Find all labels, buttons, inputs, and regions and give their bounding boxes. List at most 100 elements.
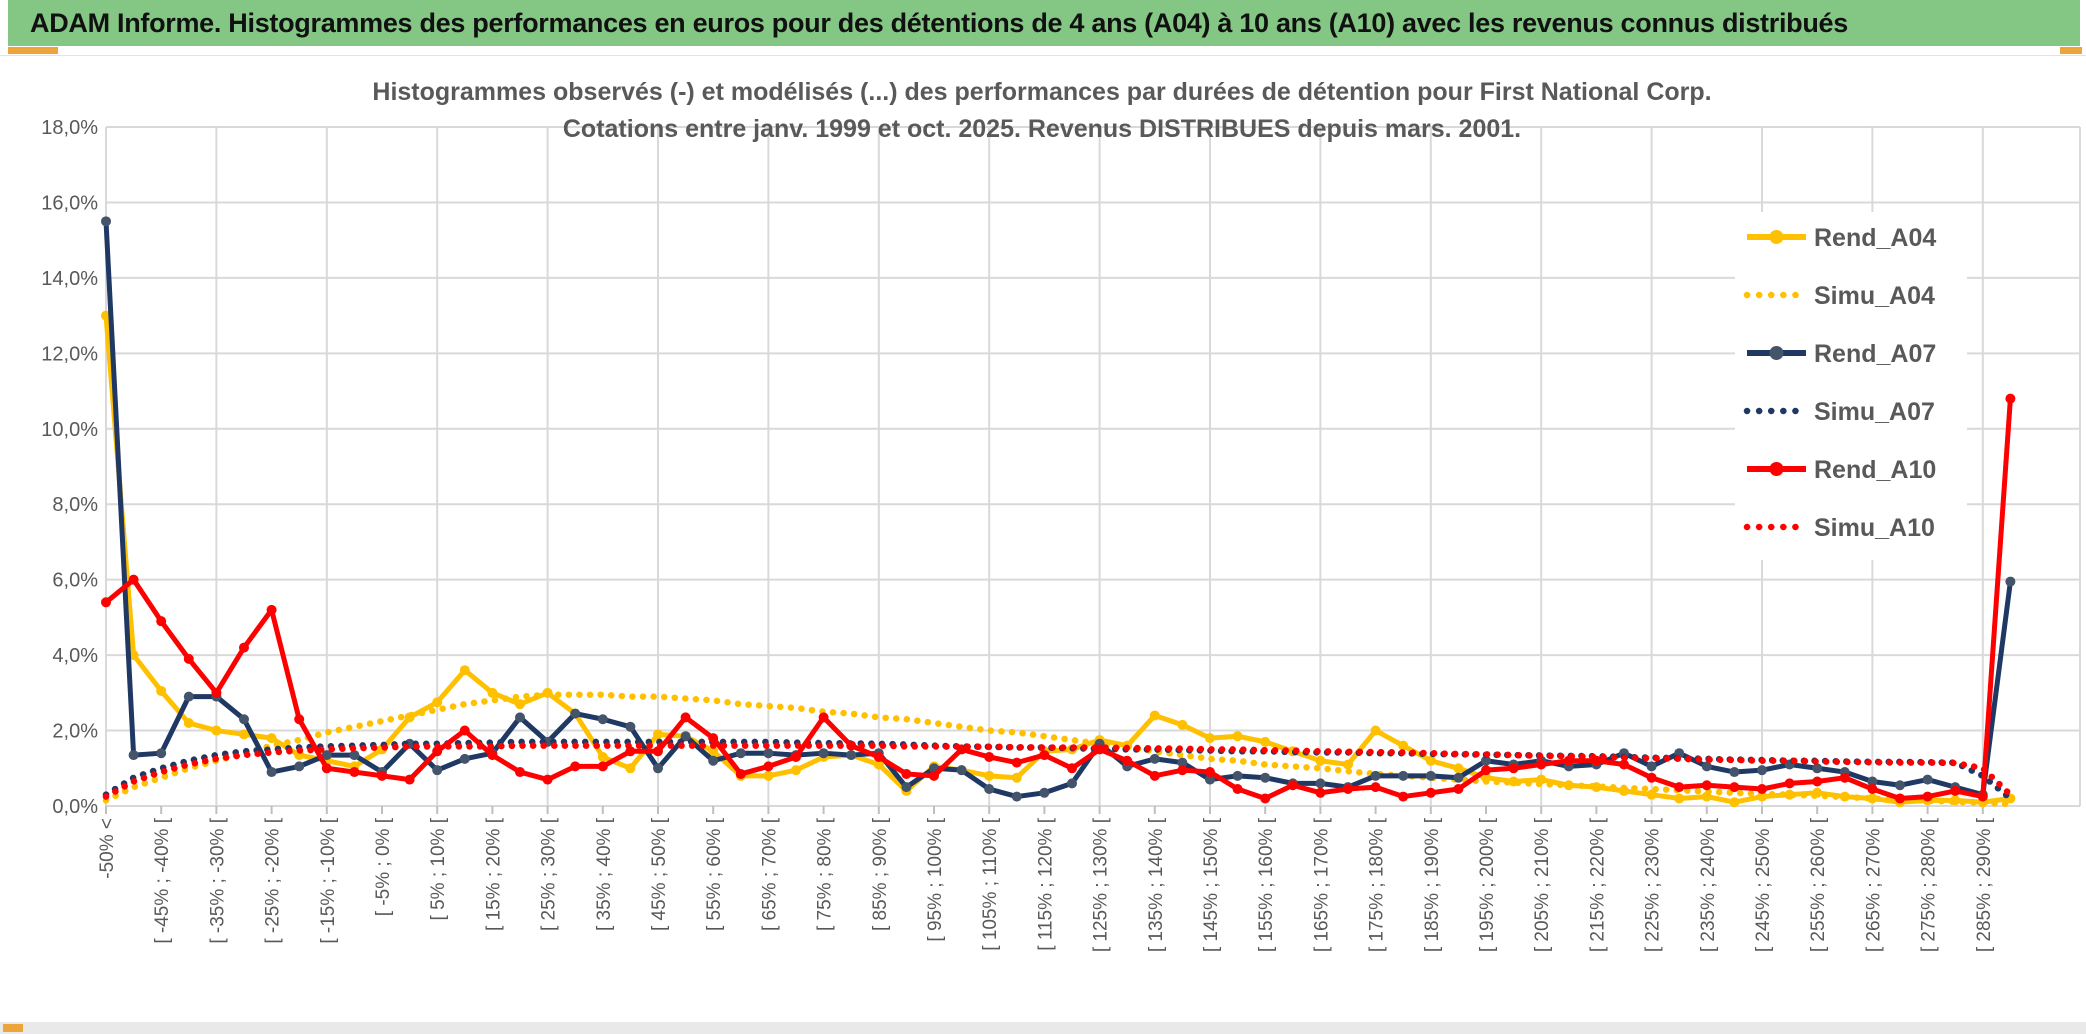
legend-sample-marker-Rend_A04[interactable] xyxy=(1769,230,1784,244)
series-Rend_A07-marker[interactable] xyxy=(653,763,663,774)
series-Rend_A04-marker[interactable] xyxy=(266,733,277,744)
series-Rend_A10-marker[interactable] xyxy=(1205,767,1215,778)
series-Rend_A10-marker[interactable] xyxy=(183,653,194,664)
series-Rend_A10-marker[interactable] xyxy=(763,761,774,772)
series-Rend_A10-marker[interactable] xyxy=(211,687,222,698)
series-Rend_A07-marker[interactable] xyxy=(1757,765,1767,776)
series-Rend_A04-marker[interactable] xyxy=(1011,772,1022,783)
series-Rend_A10-marker[interactable] xyxy=(1757,784,1767,795)
bottom-accent-square[interactable] xyxy=(3,1024,23,1032)
series-Rend_A07-marker[interactable] xyxy=(1867,776,1878,787)
series-Rend_A07-marker[interactable] xyxy=(1232,770,1243,781)
series-Rend_A04-marker[interactable] xyxy=(1370,725,1381,736)
series-Rend_A07-marker[interactable] xyxy=(1895,780,1905,791)
series-Rend_A10-marker[interactable] xyxy=(818,712,829,723)
series-Rend_A07-marker[interactable] xyxy=(1370,770,1381,781)
series-Rend_A07-marker[interactable] xyxy=(818,748,829,759)
series-Rend_A10-marker[interactable] xyxy=(1812,776,1823,787)
series-Rend_A07-marker[interactable] xyxy=(1315,778,1326,789)
series-Rend_A07-marker[interactable] xyxy=(1729,767,1740,778)
series-Rend_A07-marker[interactable] xyxy=(625,721,636,732)
series-Rend_A10-marker[interactable] xyxy=(321,763,332,774)
series-Rend_A07-marker[interactable] xyxy=(1701,761,1712,772)
series-Rend_A10-marker[interactable] xyxy=(156,616,167,627)
series-Rend_A10-marker[interactable] xyxy=(680,712,691,723)
series-Rend_A10-marker[interactable] xyxy=(1315,787,1326,798)
series-Rend_A07-marker[interactable] xyxy=(1425,770,1436,781)
series-Rend_A07-marker[interactable] xyxy=(294,761,305,772)
series-Rend_A10-marker[interactable] xyxy=(1067,763,1077,774)
series-Rend_A04-marker[interactable] xyxy=(459,665,470,676)
series-Rend_A10-marker[interactable] xyxy=(404,774,415,785)
series-Rend_A07-marker[interactable] xyxy=(984,784,995,795)
legend-label-Simu_A07[interactable]: Simu_A07 xyxy=(1814,398,1935,426)
series-Rend_A10-marker[interactable] xyxy=(1646,772,1657,783)
legend-label-Rend_A10[interactable]: Rend_A10 xyxy=(1814,456,1936,484)
series-Rend_A07-marker[interactable] xyxy=(570,708,581,719)
series-Rend_A07-marker[interactable] xyxy=(1177,757,1188,768)
series-Rend_A10-marker[interactable] xyxy=(459,725,470,736)
series-Simu_A07-dotted-line[interactable] xyxy=(102,738,2014,802)
series-Rend_A07-marker[interactable] xyxy=(735,748,746,759)
series-Rend_A10-marker[interactable] xyxy=(1481,765,1491,776)
series-Rend_A04-marker[interactable] xyxy=(597,751,608,762)
series-Rend_A07-marker[interactable] xyxy=(432,765,443,776)
series-Rend_A04-marker[interactable] xyxy=(1729,797,1740,808)
series-Rend_A04-marker[interactable] xyxy=(1867,793,1878,804)
series-Rend_A07-marker[interactable] xyxy=(901,782,912,793)
legend-sample-marker-Rend_A07[interactable] xyxy=(1769,346,1784,360)
series-Rend_A07-marker[interactable] xyxy=(1260,772,1271,783)
series-Rend_A10-marker[interactable] xyxy=(1922,791,1933,802)
series-Rend_A10-marker[interactable] xyxy=(1729,782,1740,793)
series-Rend_A07-marker[interactable] xyxy=(956,765,967,776)
series-Rend_A10-marker[interactable] xyxy=(239,642,249,653)
series-Rend_A10-marker[interactable] xyxy=(708,733,719,744)
series-Rend_A04-marker[interactable] xyxy=(1674,793,1685,804)
series-Rend_A04-marker[interactable] xyxy=(211,725,222,736)
series-Rend_A07-marker[interactable] xyxy=(101,216,111,227)
series-Rend_A04-marker[interactable] xyxy=(1453,763,1464,774)
series-Rend_A07-marker[interactable] xyxy=(2005,576,2016,587)
series-Rend_A07-marker[interactable] xyxy=(183,691,194,702)
series-Rend_A10-marker[interactable] xyxy=(1536,759,1547,770)
series-Rend_A04-marker[interactable] xyxy=(1177,719,1188,730)
series-Rend_A10-marker[interactable] xyxy=(128,574,139,585)
series-Rend_A10-marker[interactable] xyxy=(2005,393,2016,404)
series-Rend_A04-marker[interactable] xyxy=(156,685,167,696)
series-Rend_A07-marker[interactable] xyxy=(1481,755,1491,766)
legend-label-Simu_A04[interactable]: Simu_A04 xyxy=(1814,282,1935,310)
legend-label-Rend_A07[interactable]: Rend_A07 xyxy=(1814,340,1936,368)
series-Rend_A10-marker[interactable] xyxy=(791,751,801,762)
series-Rend_A07-marker[interactable] xyxy=(1922,774,1933,785)
series-Rend_A04-line[interactable] xyxy=(103,315,2011,805)
series-Rend_A04-marker[interactable] xyxy=(1425,755,1436,766)
series-Rend_A07-marker[interactable] xyxy=(1011,791,1022,802)
series-Rend_A10-marker[interactable] xyxy=(1453,784,1464,795)
series-Rend_A07-line[interactable] xyxy=(103,221,2013,800)
series-Rend_A07-marker[interactable] xyxy=(321,750,332,761)
series-Rend_A10-marker[interactable] xyxy=(1701,780,1712,791)
series-Rend_A07-marker[interactable] xyxy=(156,748,167,759)
legend-label-Rend_A04[interactable]: Rend_A04 xyxy=(1814,224,1936,252)
series-Rend_A10-marker[interactable] xyxy=(1867,784,1878,795)
series-Rend_A04-marker[interactable] xyxy=(1205,733,1215,744)
series-Rend_A04-marker[interactable] xyxy=(653,729,663,740)
legend-label-Simu_A10[interactable]: Simu_A10 xyxy=(1814,514,1935,542)
series-Rend_A04-marker[interactable] xyxy=(128,650,139,661)
series-Rend_A10-marker[interactable] xyxy=(1977,791,1988,802)
series-Rend_A10-marker[interactable] xyxy=(1177,765,1188,776)
series-Rend_A10-marker[interactable] xyxy=(984,751,995,762)
series-Rend_A07-marker[interactable] xyxy=(1205,774,1215,785)
series-Rend_A07-marker[interactable] xyxy=(1039,787,1050,798)
series-Rend_A10-marker[interactable] xyxy=(1398,791,1409,802)
bottom-scroll-strip[interactable] xyxy=(0,1021,2086,1034)
series-Rend_A04-marker[interactable] xyxy=(625,763,636,774)
series-Rend_A10-marker[interactable] xyxy=(542,774,553,785)
series-Rend_A10-marker[interactable] xyxy=(1508,763,1519,774)
series-Rend_A04-marker[interactable] xyxy=(432,697,443,708)
series-Rend_A10-marker[interactable] xyxy=(487,750,498,761)
series-Rend_A10-marker[interactable] xyxy=(1839,772,1850,783)
series-Rend_A10-marker[interactable] xyxy=(1011,757,1022,768)
series-Rend_A07-marker[interactable] xyxy=(1812,763,1823,774)
series-Rend_A07-marker[interactable] xyxy=(597,714,608,725)
